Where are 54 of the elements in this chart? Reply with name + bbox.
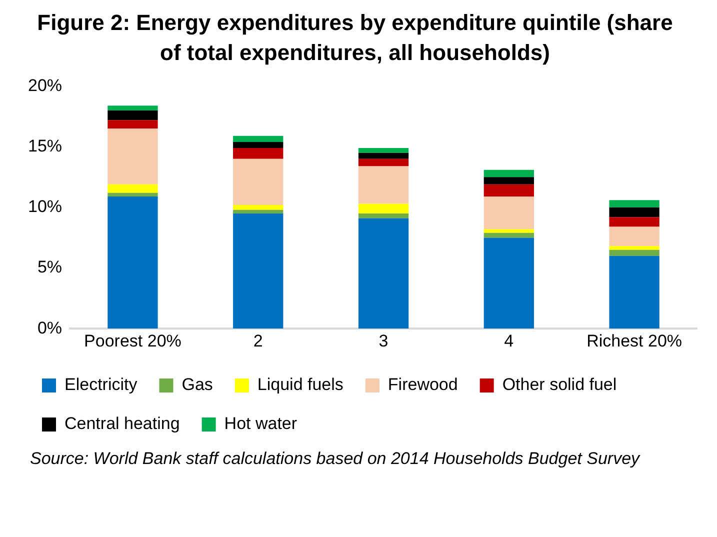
bar	[358, 148, 409, 153]
legend-label: Gas	[182, 375, 213, 394]
bar	[358, 158, 409, 166]
bar	[108, 196, 158, 329]
bar	[233, 213, 284, 329]
bar	[609, 207, 660, 218]
bar	[609, 217, 660, 227]
legend-label: Other solid fuel	[502, 375, 617, 394]
bar	[108, 128, 158, 184]
legend-label: Firewood	[388, 375, 458, 394]
x-tick-label: Richest 20%	[586, 331, 682, 350]
legend-label: Hot water	[224, 414, 298, 434]
bar	[484, 170, 534, 178]
bar	[609, 246, 660, 250]
x-tick-label: 4	[504, 331, 514, 350]
bar	[233, 204, 284, 210]
bar	[233, 136, 284, 142]
bar	[108, 184, 158, 193]
bar	[609, 200, 660, 208]
bar	[233, 210, 284, 214]
bar	[484, 229, 534, 233]
bar	[484, 232, 534, 238]
bar	[358, 218, 409, 329]
bar	[233, 148, 284, 159]
bar	[609, 250, 660, 256]
bar	[233, 158, 284, 205]
bar	[609, 256, 660, 329]
chart-title: Figure 2: Energy expenditures by expenditure quintile (share of total expenditures, all households)	[36, 9, 674, 67]
legend-label: Electricity	[64, 375, 138, 394]
bar	[484, 238, 534, 329]
y-tick-label: 0%	[37, 318, 62, 338]
bar	[358, 213, 409, 218]
x-tick-label: 2	[253, 331, 263, 350]
bar	[484, 196, 534, 230]
bar	[609, 226, 660, 246]
bar	[484, 177, 534, 184]
legend-label: Liquid fuels	[257, 375, 344, 394]
x-tick-label: 3	[378, 331, 388, 350]
y-tick-label: 10%	[28, 197, 62, 216]
bar	[108, 110, 158, 120]
y-tick-label: 20%	[28, 76, 62, 95]
bar	[108, 192, 158, 196]
bar	[358, 166, 409, 204]
y-tick-label: 15%	[28, 136, 62, 156]
x-tick-label: Poorest 20%	[84, 331, 182, 350]
bar	[484, 184, 534, 196]
bar	[358, 204, 409, 214]
bar	[233, 142, 284, 148]
source-note: Source: World Bank staff calculations based on 2014 Households Budget Survey	[30, 448, 642, 470]
bar	[108, 120, 158, 129]
y-tick-label: 5%	[37, 258, 62, 277]
bar	[358, 152, 409, 159]
bar	[108, 106, 158, 110]
legend-label: Central heating	[64, 414, 180, 434]
